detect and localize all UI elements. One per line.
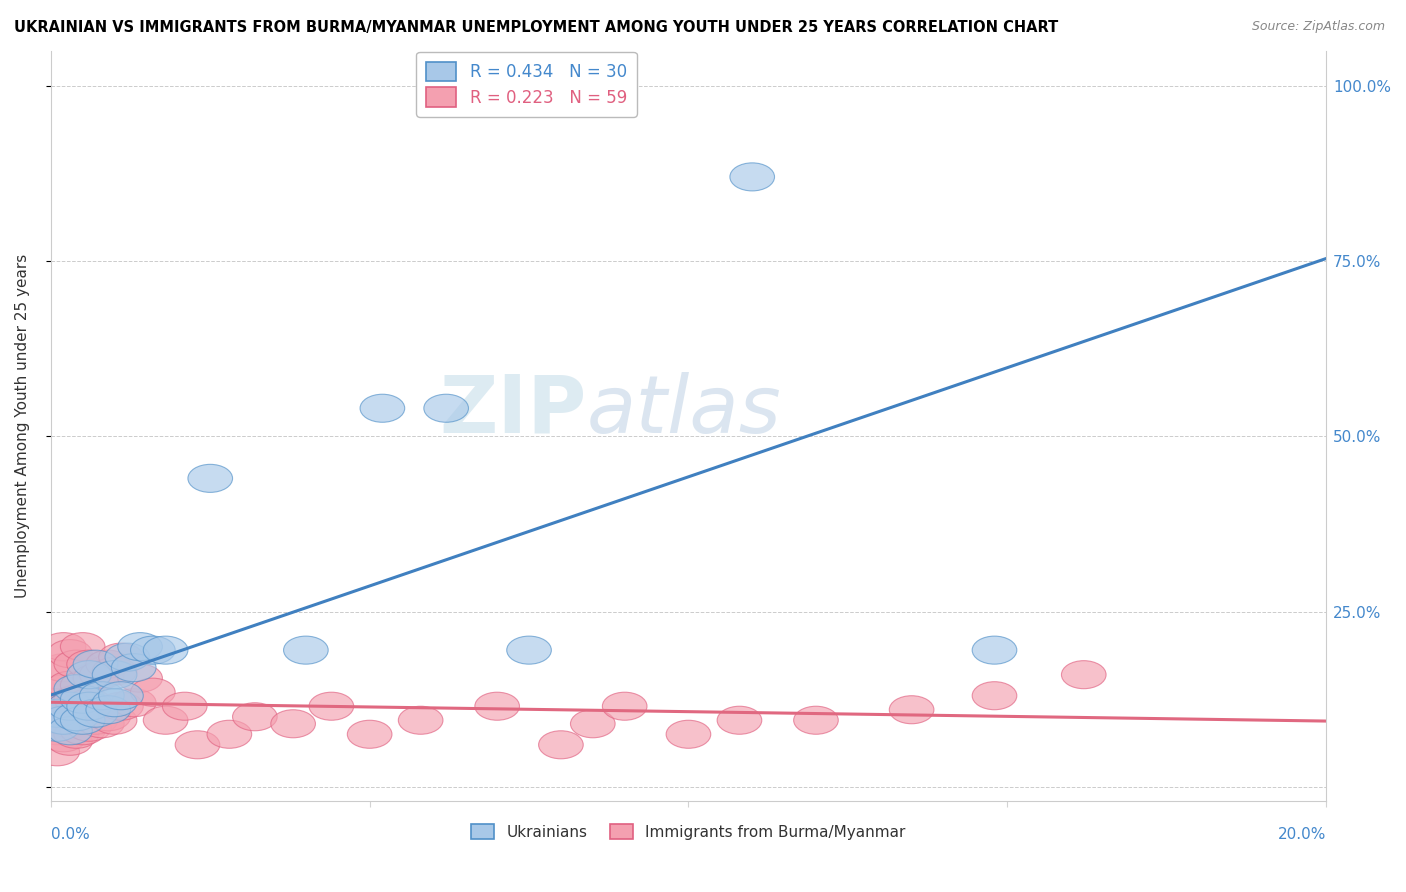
- Text: atlas: atlas: [586, 372, 782, 450]
- Text: 0.0%: 0.0%: [51, 827, 90, 842]
- Text: UKRAINIAN VS IMMIGRANTS FROM BURMA/MYANMAR UNEMPLOYMENT AMONG YOUTH UNDER 25 YEA: UKRAINIAN VS IMMIGRANTS FROM BURMA/MYANM…: [14, 20, 1059, 35]
- Legend: Ukrainians, Immigrants from Burma/Myanmar: Ukrainians, Immigrants from Burma/Myanma…: [465, 818, 912, 846]
- Text: 20.0%: 20.0%: [1278, 827, 1326, 842]
- Y-axis label: Unemployment Among Youth under 25 years: Unemployment Among Youth under 25 years: [15, 253, 30, 598]
- Text: ZIP: ZIP: [439, 372, 586, 450]
- Text: Source: ZipAtlas.com: Source: ZipAtlas.com: [1251, 20, 1385, 33]
